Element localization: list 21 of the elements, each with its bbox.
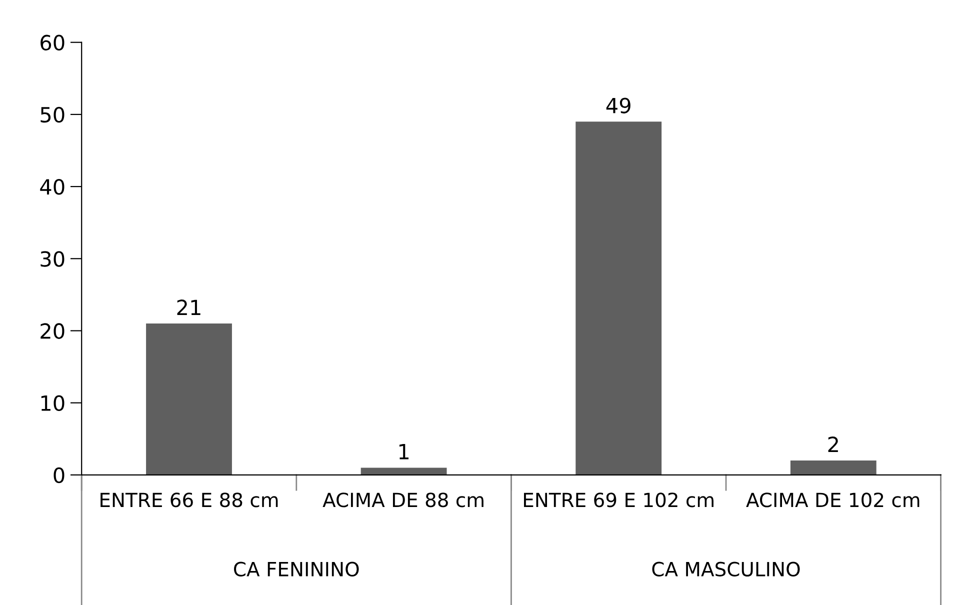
x-tick-label: ACIMA DE 88 cm <box>322 492 484 508</box>
data-label: 1 <box>399 444 409 460</box>
text: CA FENININO <box>234 562 359 576</box>
bar <box>146 324 232 475</box>
y-tick-label: 0 <box>54 467 64 484</box>
x-tick-label: ENTRE 69 E 102 cm <box>524 492 714 508</box>
y-tick-label: 50 <box>40 106 64 123</box>
y-tick-label: 30 <box>40 251 64 267</box>
data-label: 2 <box>828 436 838 452</box>
y-tick-label: 10 <box>41 395 64 412</box>
data-label: 49 <box>606 98 630 114</box>
x-tick-label: ENTRE 66 E 88 cm <box>100 492 278 508</box>
bar <box>790 460 876 475</box>
x-tick-label: ACIMA DE 102 cm <box>746 492 920 508</box>
data-label: 21 <box>177 300 200 316</box>
bar <box>576 122 662 475</box>
y-tick-label: 40 <box>40 178 64 195</box>
y-tick-label: 20 <box>40 323 64 339</box>
y-tick-label: 60 <box>40 34 64 51</box>
text: CA MASCULINO <box>652 562 800 576</box>
bar <box>360 468 447 475</box>
